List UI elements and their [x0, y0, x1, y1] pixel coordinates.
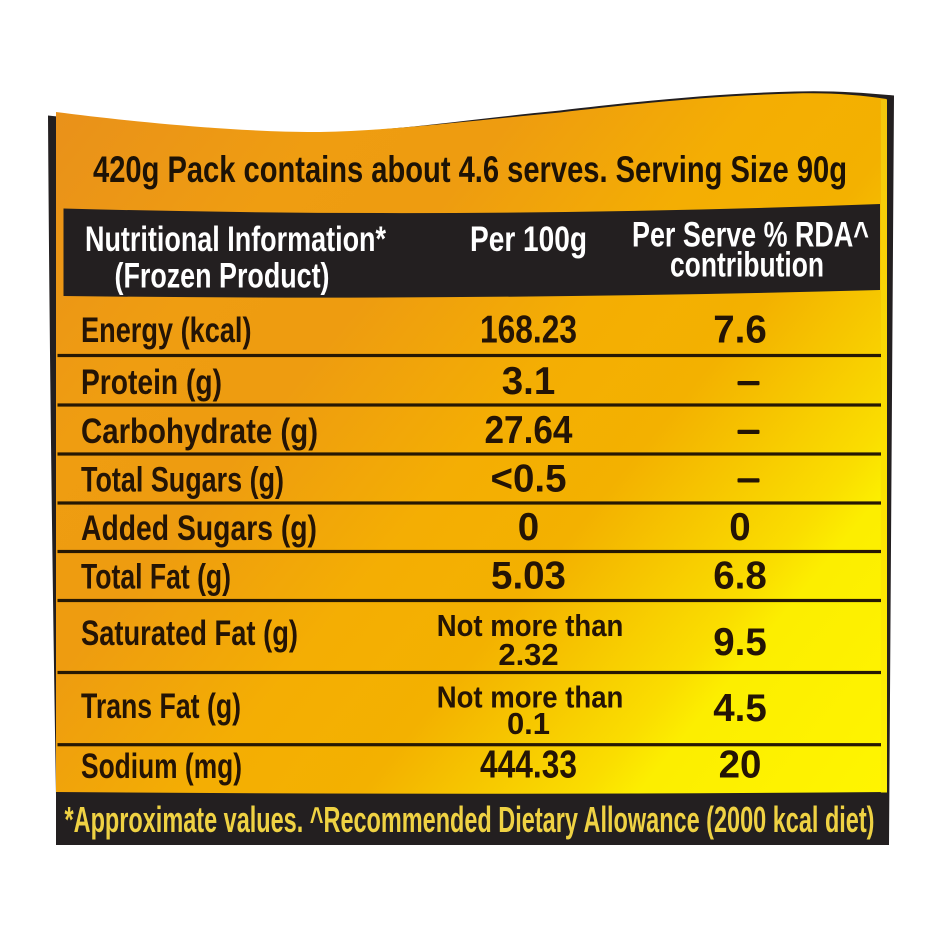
svg-text:Protein (g): Protein (g): [81, 363, 222, 402]
svg-text:(Frozen Product): (Frozen Product): [115, 256, 330, 296]
svg-text:Nutritional Information*: Nutritional Information*: [85, 219, 386, 259]
svg-text:6.8: 6.8: [713, 555, 767, 598]
svg-text:Added Sugars (g): Added Sugars (g): [81, 509, 317, 548]
svg-text:Total Fat (g): Total Fat (g): [81, 558, 231, 597]
svg-text:420g Pack contains about 4.6 s: 420g Pack contains about 4.6 serves. Ser…: [93, 148, 847, 190]
svg-text:Sodium (mg): Sodium (mg): [81, 747, 242, 786]
svg-text:Not more than: Not more than: [437, 680, 624, 715]
svg-text:0.1: 0.1: [507, 706, 550, 741]
svg-text:*Approximate values. ^Recommen: *Approximate values. ^Recommended Dietar…: [65, 799, 875, 840]
svg-text:27.64: 27.64: [485, 409, 574, 452]
svg-text:4.5: 4.5: [713, 687, 767, 730]
svg-text:9.5: 9.5: [713, 621, 767, 664]
svg-text:168.23: 168.23: [480, 309, 577, 352]
svg-text:0: 0: [518, 506, 539, 549]
svg-text:Total Sugars (g): Total Sugars (g): [81, 461, 284, 500]
svg-text:<0.5: <0.5: [490, 458, 566, 501]
svg-text:Per 100g: Per 100g: [470, 219, 587, 259]
svg-text:Carbohydrate (g): Carbohydrate (g): [81, 412, 318, 451]
svg-text:Per Serve % RDA^: Per Serve % RDA^: [632, 215, 869, 255]
svg-text:444.33: 444.33: [480, 744, 577, 787]
svg-text:2.32: 2.32: [498, 637, 558, 672]
svg-text:contribution: contribution: [670, 245, 824, 285]
svg-text:7.6: 7.6: [713, 309, 767, 352]
svg-text:3.1: 3.1: [502, 360, 556, 403]
svg-text:5.03: 5.03: [491, 555, 566, 598]
svg-text:Energy (kcal): Energy (kcal): [81, 311, 252, 350]
svg-text:20: 20: [719, 744, 762, 787]
svg-text:Trans Fat (g): Trans Fat (g): [81, 687, 241, 726]
svg-text:Not more than: Not more than: [437, 608, 624, 643]
svg-text:0: 0: [729, 506, 750, 549]
svg-text:Saturated Fat (g): Saturated Fat (g): [81, 614, 298, 653]
